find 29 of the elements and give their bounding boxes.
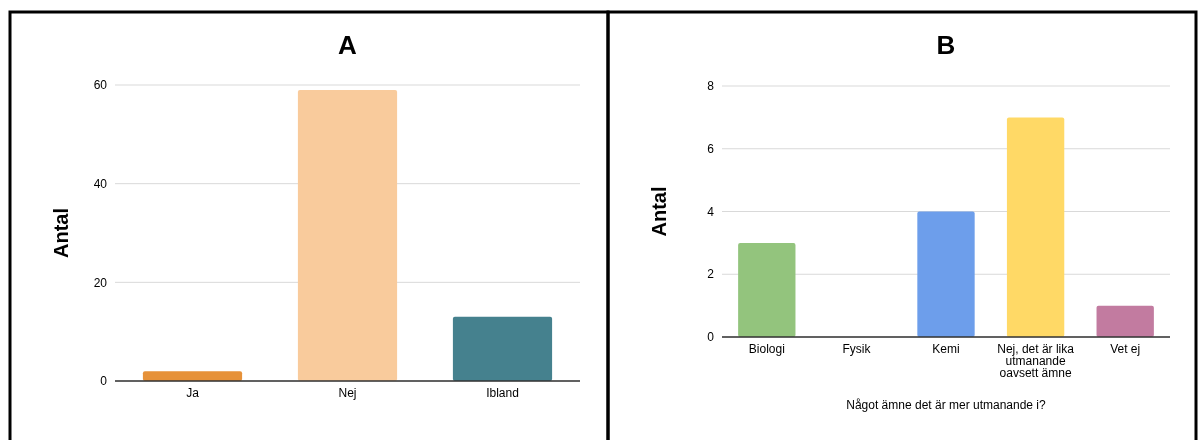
bar (1006, 117, 1065, 337)
y-axis-title: Antal (50, 208, 72, 258)
y-tick-label: 6 (707, 141, 715, 156)
bar (452, 316, 553, 381)
y-tick-label: 0 (707, 330, 715, 345)
x-tick-label: Ja (186, 386, 200, 400)
y-tick-label: 4 (707, 204, 715, 219)
x-tick-label: Vet ej (1110, 342, 1141, 356)
bar (142, 371, 243, 381)
x-tick-label: Ibland (486, 386, 519, 400)
x-tick-label: Nej (338, 386, 357, 400)
y-axis-title: Antal (648, 186, 670, 237)
bar (1096, 305, 1154, 337)
y-tick-label: 8 (707, 79, 715, 94)
chart-title: B (936, 30, 956, 60)
x-axis-title: Något ämne det är mer utmanande i? (846, 398, 1047, 412)
y-tick-label: 2 (707, 267, 715, 282)
y-tick-label: 20 (93, 275, 108, 290)
y-tick-label: 0 (100, 374, 108, 389)
x-tick-label: Biologi (748, 342, 785, 356)
bar (738, 242, 796, 337)
y-tick-label: 40 (93, 176, 108, 191)
bar (917, 211, 975, 337)
y-tick-label: 60 (93, 78, 108, 93)
x-tick-label: Kemi (932, 342, 960, 356)
bar (297, 89, 398, 381)
x-tick-label: Fysik (842, 342, 872, 356)
chart-title: A (338, 30, 358, 60)
x-tick-label: Nej, det är lika utmanande oavsett ämne (997, 342, 1075, 380)
